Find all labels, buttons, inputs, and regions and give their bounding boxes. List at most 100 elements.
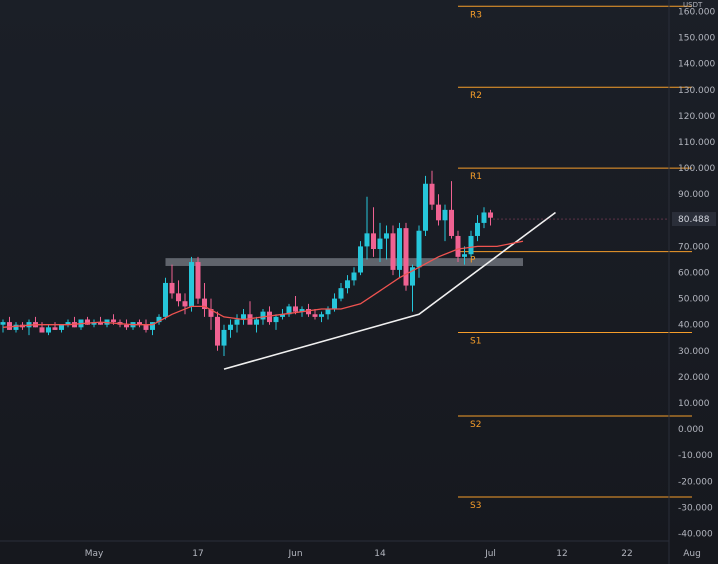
candle — [397, 222, 402, 278]
candle — [442, 204, 448, 242]
candle-body — [280, 314, 285, 317]
candle-body — [384, 233, 389, 239]
candle-body — [234, 319, 240, 325]
candle — [390, 225, 396, 276]
candle — [13, 322, 19, 333]
candle — [338, 282, 344, 302]
candle-body — [403, 228, 409, 286]
price-tick-label: 70.000 — [678, 242, 710, 252]
candle — [215, 311, 220, 351]
price-axis[interactable]: USDT160.000150.000140.000130.000120.0001… — [493, 0, 717, 564]
candle-body — [215, 316, 220, 346]
currency-label: USDT — [683, 1, 703, 9]
candle-body — [325, 309, 331, 315]
candle — [33, 316, 38, 328]
candle — [78, 319, 84, 330]
candle — [208, 298, 214, 330]
candle — [286, 303, 292, 317]
candle — [202, 282, 207, 317]
candle — [7, 316, 12, 330]
candle-body — [241, 314, 246, 320]
candle — [65, 319, 71, 328]
candle — [39, 322, 45, 333]
candle — [351, 267, 357, 286]
candle-body — [286, 306, 292, 315]
candle-body — [59, 324, 64, 330]
candle-body — [150, 322, 155, 330]
price-tick-label: 50.000 — [678, 295, 710, 305]
candle — [176, 280, 181, 307]
price-tick-label: -30.000 — [678, 503, 713, 513]
candle-body — [364, 233, 370, 247]
candle — [358, 241, 363, 276]
candle-body — [462, 254, 467, 257]
candle — [0, 319, 6, 333]
candle-body — [390, 233, 396, 270]
candle-body — [169, 282, 175, 294]
candle-body — [65, 322, 71, 325]
candle — [91, 319, 97, 328]
candle — [377, 222, 383, 263]
price-tick-label: 20.000 — [678, 373, 710, 383]
pivot-label-r1: R1 — [470, 172, 482, 182]
candle — [72, 316, 77, 328]
candle — [130, 322, 136, 330]
candle-body — [449, 209, 454, 236]
candle — [364, 196, 370, 260]
candle — [455, 230, 461, 263]
last-price-badge — [672, 212, 716, 227]
candle-body — [358, 246, 363, 273]
pivot-label-s3: S3 — [470, 501, 481, 511]
candle-body — [46, 327, 51, 333]
candle-body — [137, 322, 142, 325]
price-tick-label: -40.000 — [678, 530, 713, 540]
candle — [468, 230, 474, 257]
candle — [254, 316, 259, 333]
date-tick-label: 22 — [621, 549, 632, 559]
candle — [371, 207, 376, 257]
candle-body — [156, 316, 162, 323]
candle — [319, 311, 324, 323]
date-tick-label: Jun — [287, 549, 302, 559]
price-tick-label: 0.000 — [678, 425, 704, 435]
price-tick-label: 100.000 — [678, 164, 715, 174]
candle — [403, 222, 409, 291]
candle — [423, 175, 428, 236]
pivot-label-s2: S2 — [470, 420, 481, 430]
candle — [345, 275, 350, 294]
candle-body — [351, 272, 357, 281]
pivot-label-s1: S1 — [470, 337, 481, 347]
candle — [143, 319, 149, 333]
price-tick-label: 140.000 — [678, 60, 715, 70]
candle-body — [228, 324, 233, 330]
candle-body — [7, 322, 12, 330]
candle — [234, 314, 240, 333]
price-tick-label: 110.000 — [678, 138, 715, 148]
candle — [273, 314, 279, 330]
candle — [195, 256, 201, 304]
candle-body — [332, 298, 337, 310]
candle-body — [195, 262, 201, 299]
date-tick-label: Jul — [484, 549, 496, 559]
candle-body — [143, 324, 149, 330]
candle-body — [416, 230, 422, 268]
candle — [416, 225, 422, 278]
candles-layer — [0, 170, 493, 357]
candle — [475, 215, 480, 242]
trendline[interactable] — [223, 211, 556, 370]
candle-body — [299, 309, 305, 312]
time-axis[interactable]: May 17 Jun 14 Jul 12 22 Aug — [0, 540, 701, 559]
candle-body — [377, 238, 383, 250]
candle-body — [293, 306, 298, 312]
candle-body — [124, 324, 129, 328]
moving-average-layer — [2, 240, 524, 328]
candle — [481, 207, 487, 229]
price-tick-label: 60.000 — [678, 269, 710, 279]
price-tick-label: 160.000 — [678, 8, 715, 18]
date-tick-label: 12 — [556, 549, 567, 559]
candle — [156, 314, 162, 325]
candle-body — [306, 309, 311, 315]
candle-body — [189, 262, 194, 307]
pivot-label-p: P — [470, 256, 476, 266]
